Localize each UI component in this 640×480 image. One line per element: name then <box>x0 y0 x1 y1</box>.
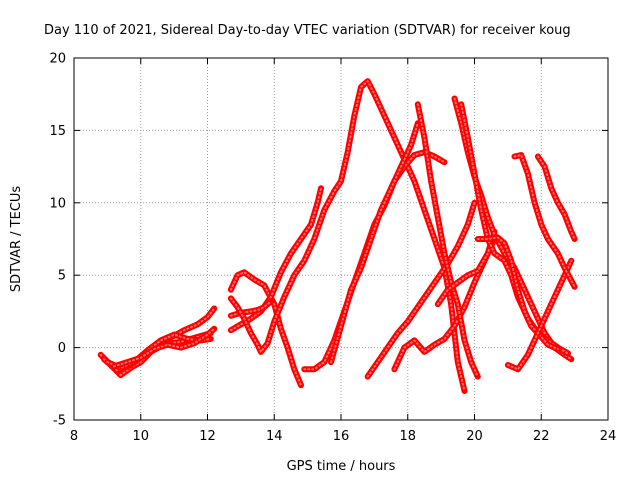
x-tick-label: 8 <box>70 429 78 444</box>
series-arc-19-markers <box>513 154 576 288</box>
y-tick-label: 20 <box>49 52 66 67</box>
series-arc-08-markers <box>229 80 466 392</box>
series-arc-14-markers <box>436 230 496 306</box>
x-tick-labels: 8 10 12 14 16 18 20 22 24 <box>70 429 616 444</box>
series-arc-09 <box>301 149 448 373</box>
y-tick-label: -5 <box>53 414 66 429</box>
series-arc-10-markers <box>330 122 419 364</box>
x-tick-label: 24 <box>600 429 617 444</box>
series-arc-16 <box>458 101 571 357</box>
x-tick-label: 12 <box>199 429 216 444</box>
series-arc-04-markers <box>113 327 216 368</box>
y-tick-label: 15 <box>49 124 66 139</box>
x-tick-label: 18 <box>399 429 416 444</box>
x-axis-label: GPS time / hours <box>287 459 396 474</box>
series-arc-08 <box>227 78 468 394</box>
series-arc-16-markers <box>460 103 569 355</box>
data-series <box>97 78 578 394</box>
x-tick-label: 20 <box>466 429 483 444</box>
grid-lines <box>74 58 608 420</box>
series-arc-13-markers <box>416 103 479 378</box>
y-tick-label: 5 <box>58 269 66 284</box>
series-arc-11-markers <box>366 201 476 378</box>
axis-ticks <box>73 57 609 421</box>
series-arc-15-markers <box>453 97 573 361</box>
y-axis-label: SDTVAR / TECUs <box>9 186 24 293</box>
y-tick-label: 0 <box>58 341 66 356</box>
y-tick-labels: -5 0 5 10 15 20 <box>49 52 66 429</box>
x-tick-label: 10 <box>132 429 149 444</box>
x-tick-label: 14 <box>266 429 283 444</box>
series-arc-12-markers <box>393 238 496 371</box>
series-arc-15 <box>451 95 575 363</box>
chart-title: Day 110 of 2021, Sidereal Day-to-day VTE… <box>44 23 571 38</box>
series-arc-09-markers <box>303 151 446 371</box>
series-arc-17-markers <box>476 236 559 350</box>
x-tick-label: 22 <box>533 429 550 444</box>
y-tick-label: 10 <box>49 196 66 211</box>
series-arc-20-markers <box>536 155 576 240</box>
x-tick-label: 16 <box>333 429 350 444</box>
